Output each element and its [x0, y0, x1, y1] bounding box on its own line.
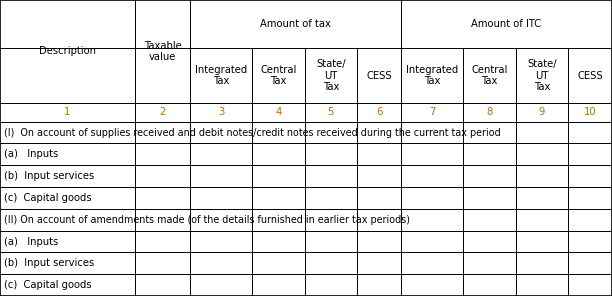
- Text: State/
UT
Tax: State/ UT Tax: [316, 59, 346, 92]
- Text: Central
Tax: Central Tax: [260, 65, 296, 86]
- Text: State/
UT
Tax: State/ UT Tax: [527, 59, 557, 92]
- Text: CESS: CESS: [366, 71, 392, 81]
- Text: (b)  Input services: (b) Input services: [4, 258, 94, 268]
- Text: 1: 1: [64, 107, 71, 117]
- Text: 8: 8: [486, 107, 493, 117]
- Text: Central
Tax: Central Tax: [471, 65, 507, 86]
- Text: (a)   Inputs: (a) Inputs: [4, 237, 58, 247]
- Text: 10: 10: [584, 107, 597, 117]
- Text: Taxable
value: Taxable value: [144, 41, 181, 62]
- Text: (I)  On account of supplies received and debit notes/credit notes received durin: (I) On account of supplies received and …: [4, 128, 501, 138]
- Text: 2: 2: [159, 107, 166, 117]
- Text: Description: Description: [39, 46, 96, 57]
- Text: 7: 7: [429, 107, 435, 117]
- Text: 5: 5: [327, 107, 334, 117]
- Text: Amount of ITC: Amount of ITC: [471, 19, 542, 29]
- Text: 3: 3: [218, 107, 224, 117]
- Text: 6: 6: [376, 107, 382, 117]
- Text: (b)  Input services: (b) Input services: [4, 171, 94, 181]
- Text: Integrated
Tax: Integrated Tax: [195, 65, 247, 86]
- Text: CESS: CESS: [577, 71, 603, 81]
- Text: Amount of tax: Amount of tax: [260, 19, 331, 29]
- Text: Integrated
Tax: Integrated Tax: [406, 65, 458, 86]
- Text: 9: 9: [539, 107, 545, 117]
- Text: 4: 4: [275, 107, 282, 117]
- Text: (c)  Capital goods: (c) Capital goods: [4, 280, 91, 290]
- Text: (II) On account of amendments made (of the details furnished in earlier tax peri: (II) On account of amendments made (of t…: [4, 215, 409, 225]
- Text: (c)  Capital goods: (c) Capital goods: [4, 193, 91, 203]
- Text: (a)   Inputs: (a) Inputs: [4, 149, 58, 159]
